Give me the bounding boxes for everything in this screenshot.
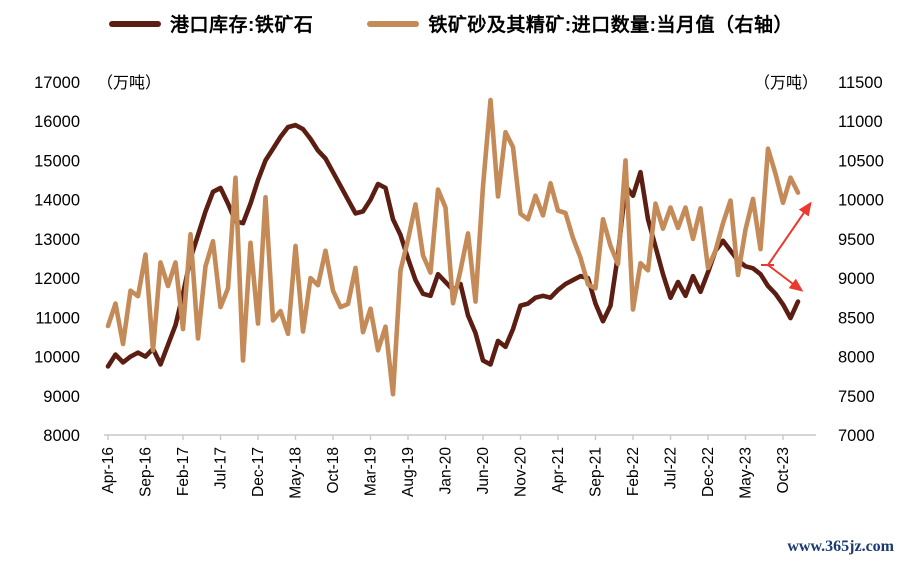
legend-item-imports: 铁矿砂及其精矿:进口数量:当月值（右轴） [367,10,793,37]
x-tick-label: Feb-22 [625,447,642,496]
left-tick-label: 12000 [34,270,80,288]
x-tick-label: Aug-19 [400,447,417,497]
x-tick-label: Feb-17 [175,447,192,496]
right-tick-label: 10500 [838,152,884,170]
x-tick-label: Apr-16 [100,447,117,494]
x-tick-label: Oct-23 [775,447,792,494]
left-tick-label: 16000 [34,113,80,131]
left-tick-label: 10000 [34,349,80,367]
legend-swatch-port-inventory [109,20,161,27]
right-axis-unit: （万吨） [754,74,818,92]
legend-item-port-inventory: 港口库存:铁矿石 [109,10,313,37]
left-axis-unit: （万吨） [97,74,161,92]
x-tick-label: May-18 [288,447,305,499]
series-line-imports [105,97,801,397]
right-tick-label: 8500 [838,309,875,327]
legend-label-imports: 铁矿砂及其精矿:进口数量:当月值（右轴） [428,15,793,36]
x-tick-label: Dec-22 [700,447,717,497]
x-tick-label: Oct-18 [325,447,342,494]
left-tick-label: 8000 [43,427,80,445]
x-tick-label: Mar-19 [363,447,380,496]
legend-swatch-imports [367,20,420,27]
x-tick-label: Nov-20 [513,447,530,497]
x-tick-label: Dec-17 [250,447,267,497]
right-tick-label: 7500 [838,388,875,406]
legend-label-port-inventory: 港口库存:铁矿石 [170,15,314,36]
trend-arrow-down [767,264,804,292]
right-tick-label: 8000 [838,349,875,367]
right-tick-label: 9000 [838,270,875,288]
legend: 港口库存:铁矿石 铁矿砂及其精矿:进口数量:当月值（右轴） [0,10,902,37]
x-tick-label: Jul-17 [213,447,230,489]
x-tick-label: Jul-22 [663,447,680,489]
right-tick-label: 9500 [838,231,875,249]
x-tick-label: Sep-21 [588,447,605,497]
left-tick-label: 11000 [35,309,80,327]
right-tick-label: 11000 [838,113,883,131]
left-tick-label: 15000 [34,152,80,170]
x-tick-label: Jun-20 [475,447,492,495]
x-tick-label: Jan-20 [438,447,455,495]
left-tick-label: 17000 [34,74,80,92]
watermark: www.365jz.com [787,538,894,555]
right-tick-label: 7000 [838,427,875,445]
x-tick-label: Apr-21 [550,447,567,494]
left-tick-label: 13000 [34,231,80,249]
left-tick-label: 14000 [34,192,80,210]
trend-arrow-up [767,201,812,266]
right-tick-label: 10000 [838,192,884,210]
right-tick-label: 11500 [838,74,883,92]
x-tick-label: Sep-16 [138,447,155,497]
x-tick-label: May-23 [738,447,755,499]
left-tick-label: 9000 [43,388,80,406]
